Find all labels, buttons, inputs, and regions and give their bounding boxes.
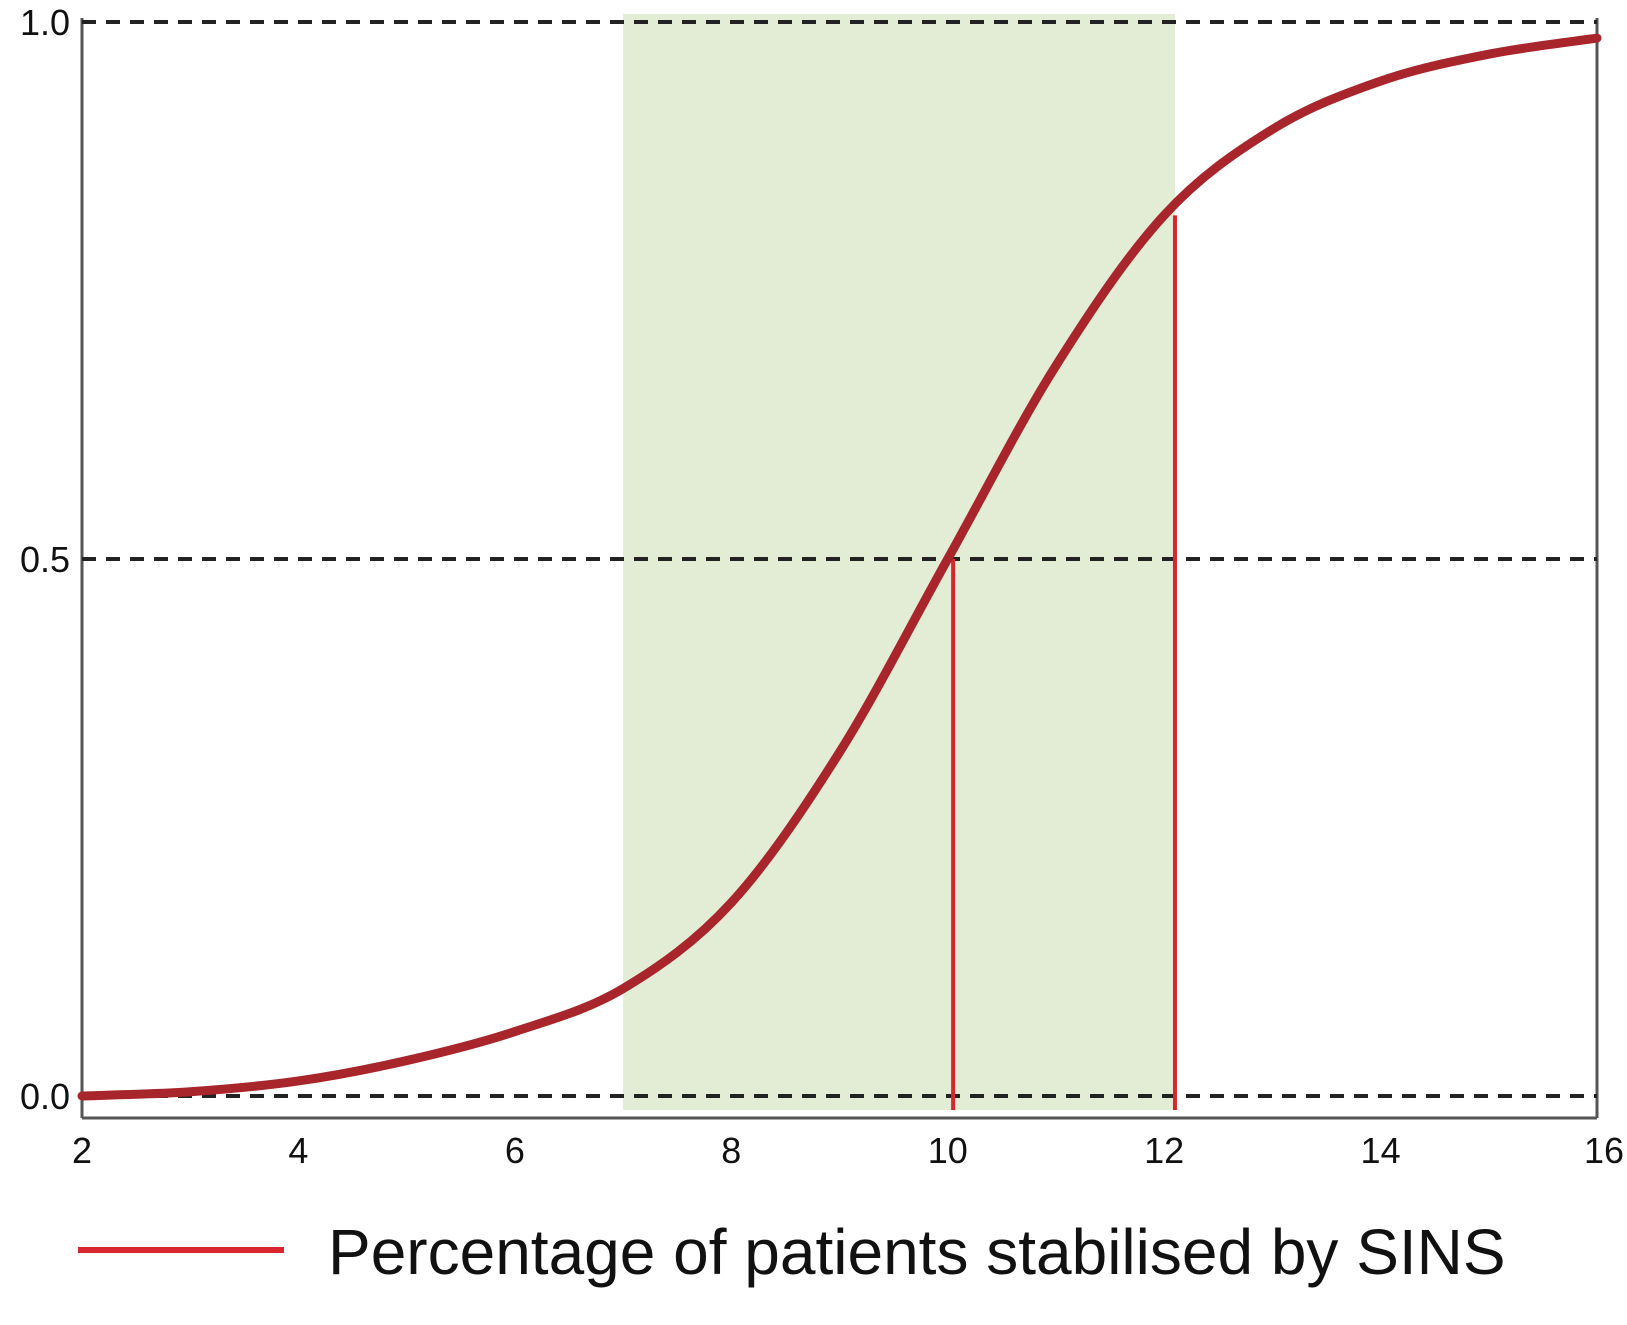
x-tick-label: 16 bbox=[1584, 1130, 1624, 1171]
x-tick-label: 10 bbox=[928, 1130, 968, 1171]
x-tick-label: 4 bbox=[288, 1130, 308, 1171]
shaded-region bbox=[623, 14, 1175, 1110]
legend: Percentage of patients stabilised by SIN… bbox=[78, 1216, 1506, 1288]
series-line bbox=[77, 33, 1602, 1101]
legend-label: Percentage of patients stabilised by SIN… bbox=[328, 1216, 1506, 1288]
y-tick-label: 1.0 bbox=[20, 2, 70, 43]
x-tick-labels: 2 4 6 8 10 12 14 16 bbox=[72, 1130, 1624, 1171]
shaded-region-layer bbox=[623, 14, 1175, 1110]
x-tick-label: 8 bbox=[721, 1130, 741, 1171]
marker-lines-layer bbox=[951, 215, 1177, 1110]
series-layer bbox=[77, 33, 1602, 1101]
x-tick-label: 12 bbox=[1144, 1130, 1184, 1171]
x-tick-label: 14 bbox=[1361, 1130, 1401, 1171]
y-tick-label: 0.0 bbox=[20, 1076, 70, 1117]
x-tick-label: 6 bbox=[505, 1130, 525, 1171]
y-tick-label: 0.5 bbox=[20, 539, 70, 580]
x-tick-label: 2 bbox=[72, 1130, 92, 1171]
reference-lines-layer bbox=[82, 20, 1597, 1098]
y-tick-labels: 0.0 0.5 1.0 bbox=[20, 2, 70, 1117]
axes bbox=[80, 18, 1599, 1120]
